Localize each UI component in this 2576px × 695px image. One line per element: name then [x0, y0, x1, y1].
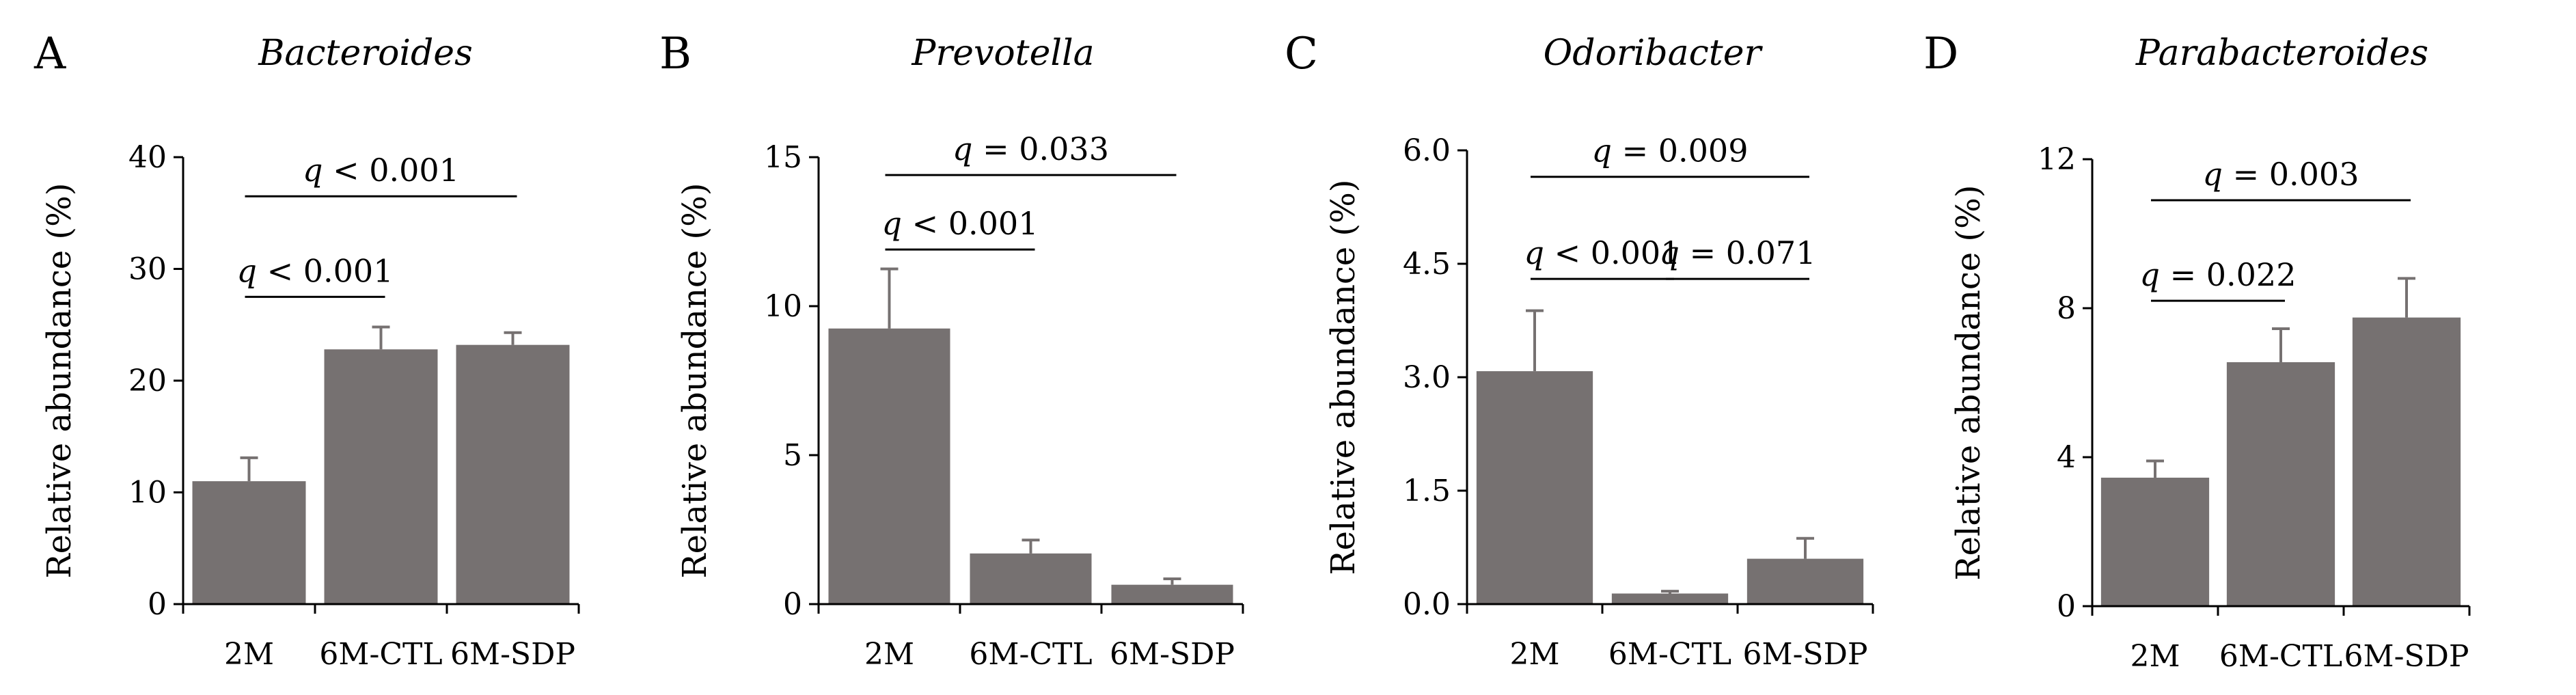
bar-2m — [828, 328, 950, 604]
chart-title: Prevotella — [911, 33, 1094, 74]
y-tick-label: 15 — [764, 140, 802, 175]
error-bar — [2272, 327, 2290, 363]
y-tick-label: 0.0 — [1403, 587, 1451, 622]
error-bar — [2146, 459, 2164, 478]
y-tick-label: 0 — [148, 587, 167, 622]
y-tick-label: 10 — [128, 476, 167, 510]
x-tick-label: 2M — [1509, 637, 1559, 672]
bar-2m — [192, 481, 306, 604]
comparison-label: q = 0.003 — [2203, 156, 2359, 193]
error-bar — [1796, 536, 1814, 559]
error-bar — [1526, 309, 1544, 372]
comparison-label: q = 0.022 — [2140, 256, 2297, 293]
panel-letter: B — [659, 29, 691, 79]
error-bar — [1022, 539, 1040, 554]
panel-letter: A — [33, 29, 66, 79]
y-tick-label: 5 — [783, 438, 802, 473]
bar-6m-ctl — [2226, 362, 2335, 606]
y-axis-label: Relative abundance (%) — [1949, 185, 1988, 581]
bar-6m-sdp — [1111, 584, 1233, 604]
y-axis-label: Relative abundance (%) — [1324, 180, 1362, 575]
comparison-label: q = 0.009 — [1592, 133, 1749, 169]
x-tick-label: 6M-CTL — [1608, 637, 1731, 672]
y-tick-label: 40 — [128, 140, 167, 175]
error-bar — [2398, 277, 2415, 318]
panel-c: C Odoribacter Relative abundance (%) 0.0 1.5… — [1285, 29, 1874, 672]
error-bar — [240, 456, 258, 482]
x-tick-label: 6M-CTL — [969, 637, 1092, 672]
comparison-label: q < 0.001 — [237, 252, 394, 289]
x-tick-label: 6M-SDP — [450, 637, 575, 672]
panel-letter: D — [1923, 29, 1958, 79]
comparison-label: q = 0.033 — [953, 131, 1109, 167]
y-tick-label: 12 — [2038, 142, 2076, 177]
chart-title: Odoribacter — [1544, 33, 1764, 74]
y-tick-label: 4 — [2057, 440, 2076, 475]
y-axis-label: Relative abundance (%) — [40, 183, 79, 579]
y-tick-label: 0 — [783, 587, 802, 622]
bar-6m-ctl — [970, 553, 1092, 604]
y-axis-label: Relative abundance (%) — [676, 183, 714, 579]
panel-d: D Parabacteroides Relative abundance (%) 0 4… — [1923, 29, 2471, 674]
bar-6m-sdp — [456, 344, 570, 604]
y-tick-label: 1.5 — [1403, 474, 1451, 508]
y-tick-label: 20 — [128, 364, 167, 398]
y-tick-label: 0 — [2057, 589, 2076, 624]
bar-6m-ctl — [1611, 593, 1729, 604]
error-bar — [1163, 577, 1181, 585]
bar-6m-sdp — [2352, 317, 2461, 606]
x-tick-label: 6M-SDP — [1110, 637, 1235, 672]
error-bar — [880, 267, 899, 329]
x-tick-label: 6M-CTL — [319, 637, 442, 672]
error-bar — [504, 331, 522, 345]
x-tick-label: 2M — [2130, 639, 2180, 674]
chart-title: Bacteroides — [258, 33, 473, 74]
bar-6m-ctl — [324, 349, 438, 604]
x-tick-label: 6M-SDP — [1743, 637, 1868, 672]
error-bar — [372, 325, 390, 350]
x-tick-label: 2M — [864, 637, 914, 672]
bar-2m — [1476, 371, 1593, 604]
x-tick-label: 6M-SDP — [2344, 639, 2469, 674]
comparison-label: q < 0.001 — [303, 152, 459, 189]
y-tick-label: 10 — [764, 289, 802, 324]
panel-b: B Prevotella Relative abundance (%) 0 5 10 15 2… — [659, 29, 1244, 672]
chart-title: Parabacteroides — [2135, 33, 2428, 74]
y-tick-label: 6.0 — [1403, 133, 1451, 168]
comparison-label: q = 0.071 — [1660, 234, 1816, 271]
y-tick-label: 8 — [2057, 291, 2076, 326]
error-bar — [1661, 590, 1679, 594]
comparison-label: q < 0.001 — [1524, 234, 1681, 271]
y-tick-label: 3.0 — [1403, 360, 1451, 395]
x-tick-label: 6M-CTL — [2219, 639, 2342, 674]
panel-letter: C — [1285, 29, 1318, 79]
bar-6m-sdp — [1746, 558, 1864, 604]
x-tick-label: 2M — [224, 637, 274, 672]
y-tick-label: 4.5 — [1403, 247, 1451, 282]
y-tick-label: 30 — [128, 252, 167, 287]
bar-2m — [2100, 477, 2210, 606]
panel-a: A Bacteroides Relative abundance (%) 0 10 20 3… — [33, 29, 580, 672]
comparison-label: q < 0.001 — [882, 205, 1039, 242]
